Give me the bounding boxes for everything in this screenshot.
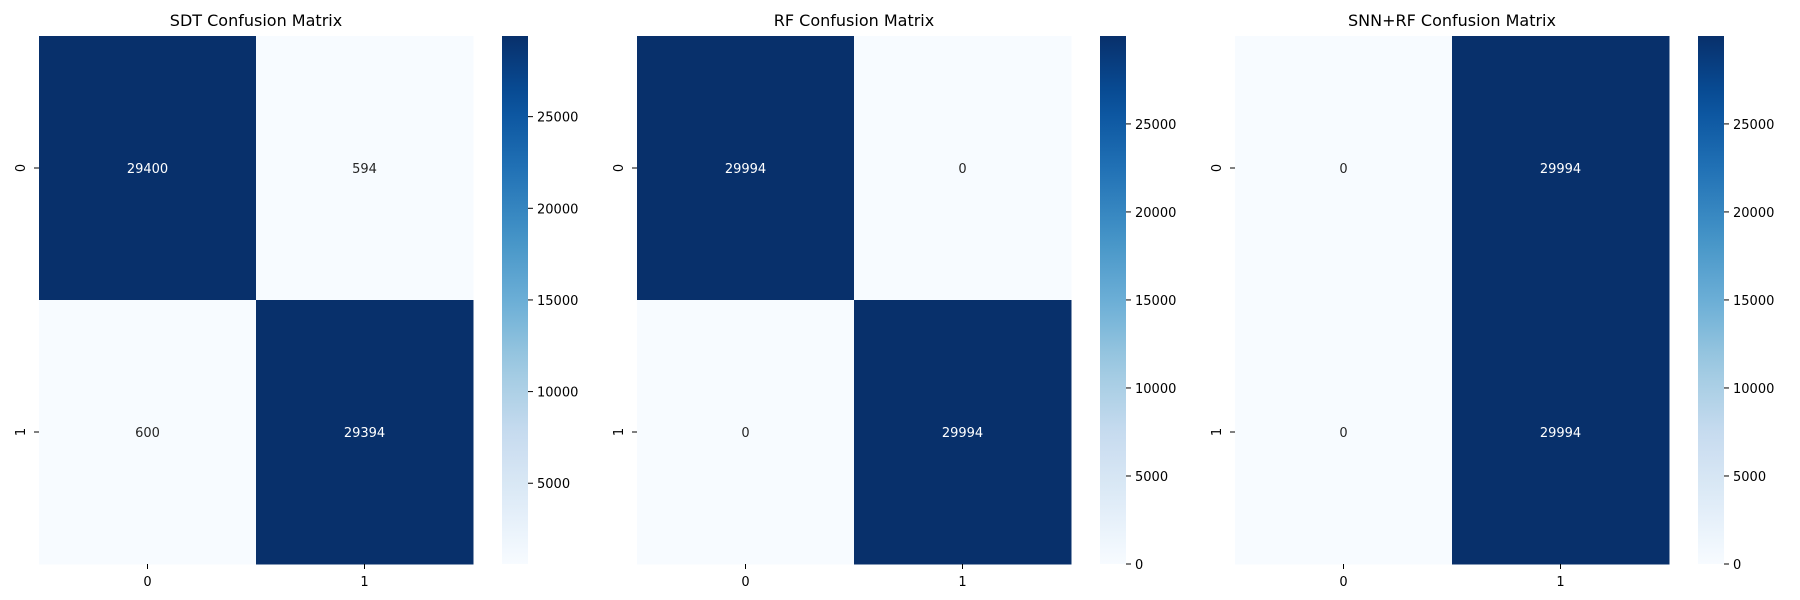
heatmap-cell-r1-c0: [637, 300, 855, 565]
colorbar-tick-label: 20000: [537, 202, 578, 217]
colorbar: [1698, 36, 1724, 564]
colorbar-tick-label: 10000: [537, 386, 578, 401]
heatmap-panel-2: RF Confusion Matrix 29994 0 0 29994 0 1 0 1 0 5000…: [612, 11, 1176, 590]
x-tick-label: 1: [958, 575, 966, 590]
heatmap-cell-r1-c1: [1452, 300, 1670, 565]
heatmap-cell-r0-c0: [39, 36, 257, 301]
y-tick-label: 1: [612, 428, 627, 436]
y-tick-label: 1: [14, 428, 29, 436]
heatmap-cell-r0-c1: [1452, 36, 1670, 301]
chart-title: RF Confusion Matrix: [774, 11, 934, 30]
colorbar-tick-label: 10000: [1135, 382, 1176, 397]
heatmap-cell-r0-c0: [1235, 36, 1453, 301]
colorbar-tick-label: 25000: [1733, 118, 1774, 133]
heatmap-cell-r1-c0: [1235, 300, 1453, 565]
cell-value-label: 594: [352, 162, 377, 177]
cell-value-label: 29994: [1540, 426, 1581, 441]
colorbar-tick-label: 15000: [1135, 294, 1176, 309]
y-tick-label: 0: [14, 164, 29, 172]
chart-title: SNN+RF Confusion Matrix: [1348, 11, 1556, 30]
y-tick-label: 1: [1210, 428, 1225, 436]
colorbar-tick-label: 10000: [1733, 382, 1774, 397]
colorbar-tick-label: 15000: [1733, 294, 1774, 309]
x-tick-label: 1: [1556, 575, 1564, 590]
colorbar-tick-label: 0: [1135, 558, 1143, 573]
colorbar-tick-label: 5000: [537, 477, 570, 492]
cell-value-label: 0: [1339, 162, 1347, 177]
colorbar-tick-label: 20000: [1733, 206, 1774, 221]
cell-value-label: 29994: [1540, 162, 1581, 177]
colorbar-tick-label: 25000: [1135, 118, 1176, 133]
cell-value-label: 29994: [725, 162, 766, 177]
x-tick-label: 0: [741, 575, 749, 590]
colorbar: [1100, 36, 1126, 564]
heatmap-cell-r1-c1: [256, 300, 474, 565]
heatmap-cell-r0-c1: [854, 36, 1072, 301]
cell-value-label: 29400: [127, 162, 168, 177]
x-tick-label: 1: [360, 575, 368, 590]
cell-value-label: 0: [741, 426, 749, 441]
heatmap-panel-1: SDT Confusion Matrix 29400 594 600 29394 0 1 0 1…: [14, 11, 578, 590]
colorbar-tick-label: 5000: [1733, 470, 1766, 485]
cell-value-label: 29994: [942, 426, 983, 441]
x-tick-label: 0: [143, 575, 151, 590]
colorbar-tick-label: 5000: [1135, 470, 1168, 485]
x-tick-label: 0: [1339, 575, 1347, 590]
chart-title: SDT Confusion Matrix: [170, 11, 342, 30]
cell-value-label: 600: [135, 426, 160, 441]
y-tick-label: 0: [612, 164, 627, 172]
y-tick-label: 0: [1210, 164, 1225, 172]
cell-value-label: 0: [1339, 426, 1347, 441]
colorbar-tick-label: 15000: [537, 294, 578, 309]
cell-value-label: 0: [958, 162, 966, 177]
heatmap-cell-r1-c1: [854, 300, 1072, 565]
cell-value-label: 29394: [344, 426, 385, 441]
heatmap-cell-r0-c0: [637, 36, 855, 301]
colorbar-tick-label: 20000: [1135, 206, 1176, 221]
colorbar-tick-label: 25000: [537, 111, 578, 126]
heatmap-cell-r1-c0: [39, 300, 257, 565]
colorbar: [502, 36, 528, 564]
heatmap-cell-r0-c1: [256, 36, 474, 301]
colorbar-tick-label: 0: [1733, 558, 1741, 573]
